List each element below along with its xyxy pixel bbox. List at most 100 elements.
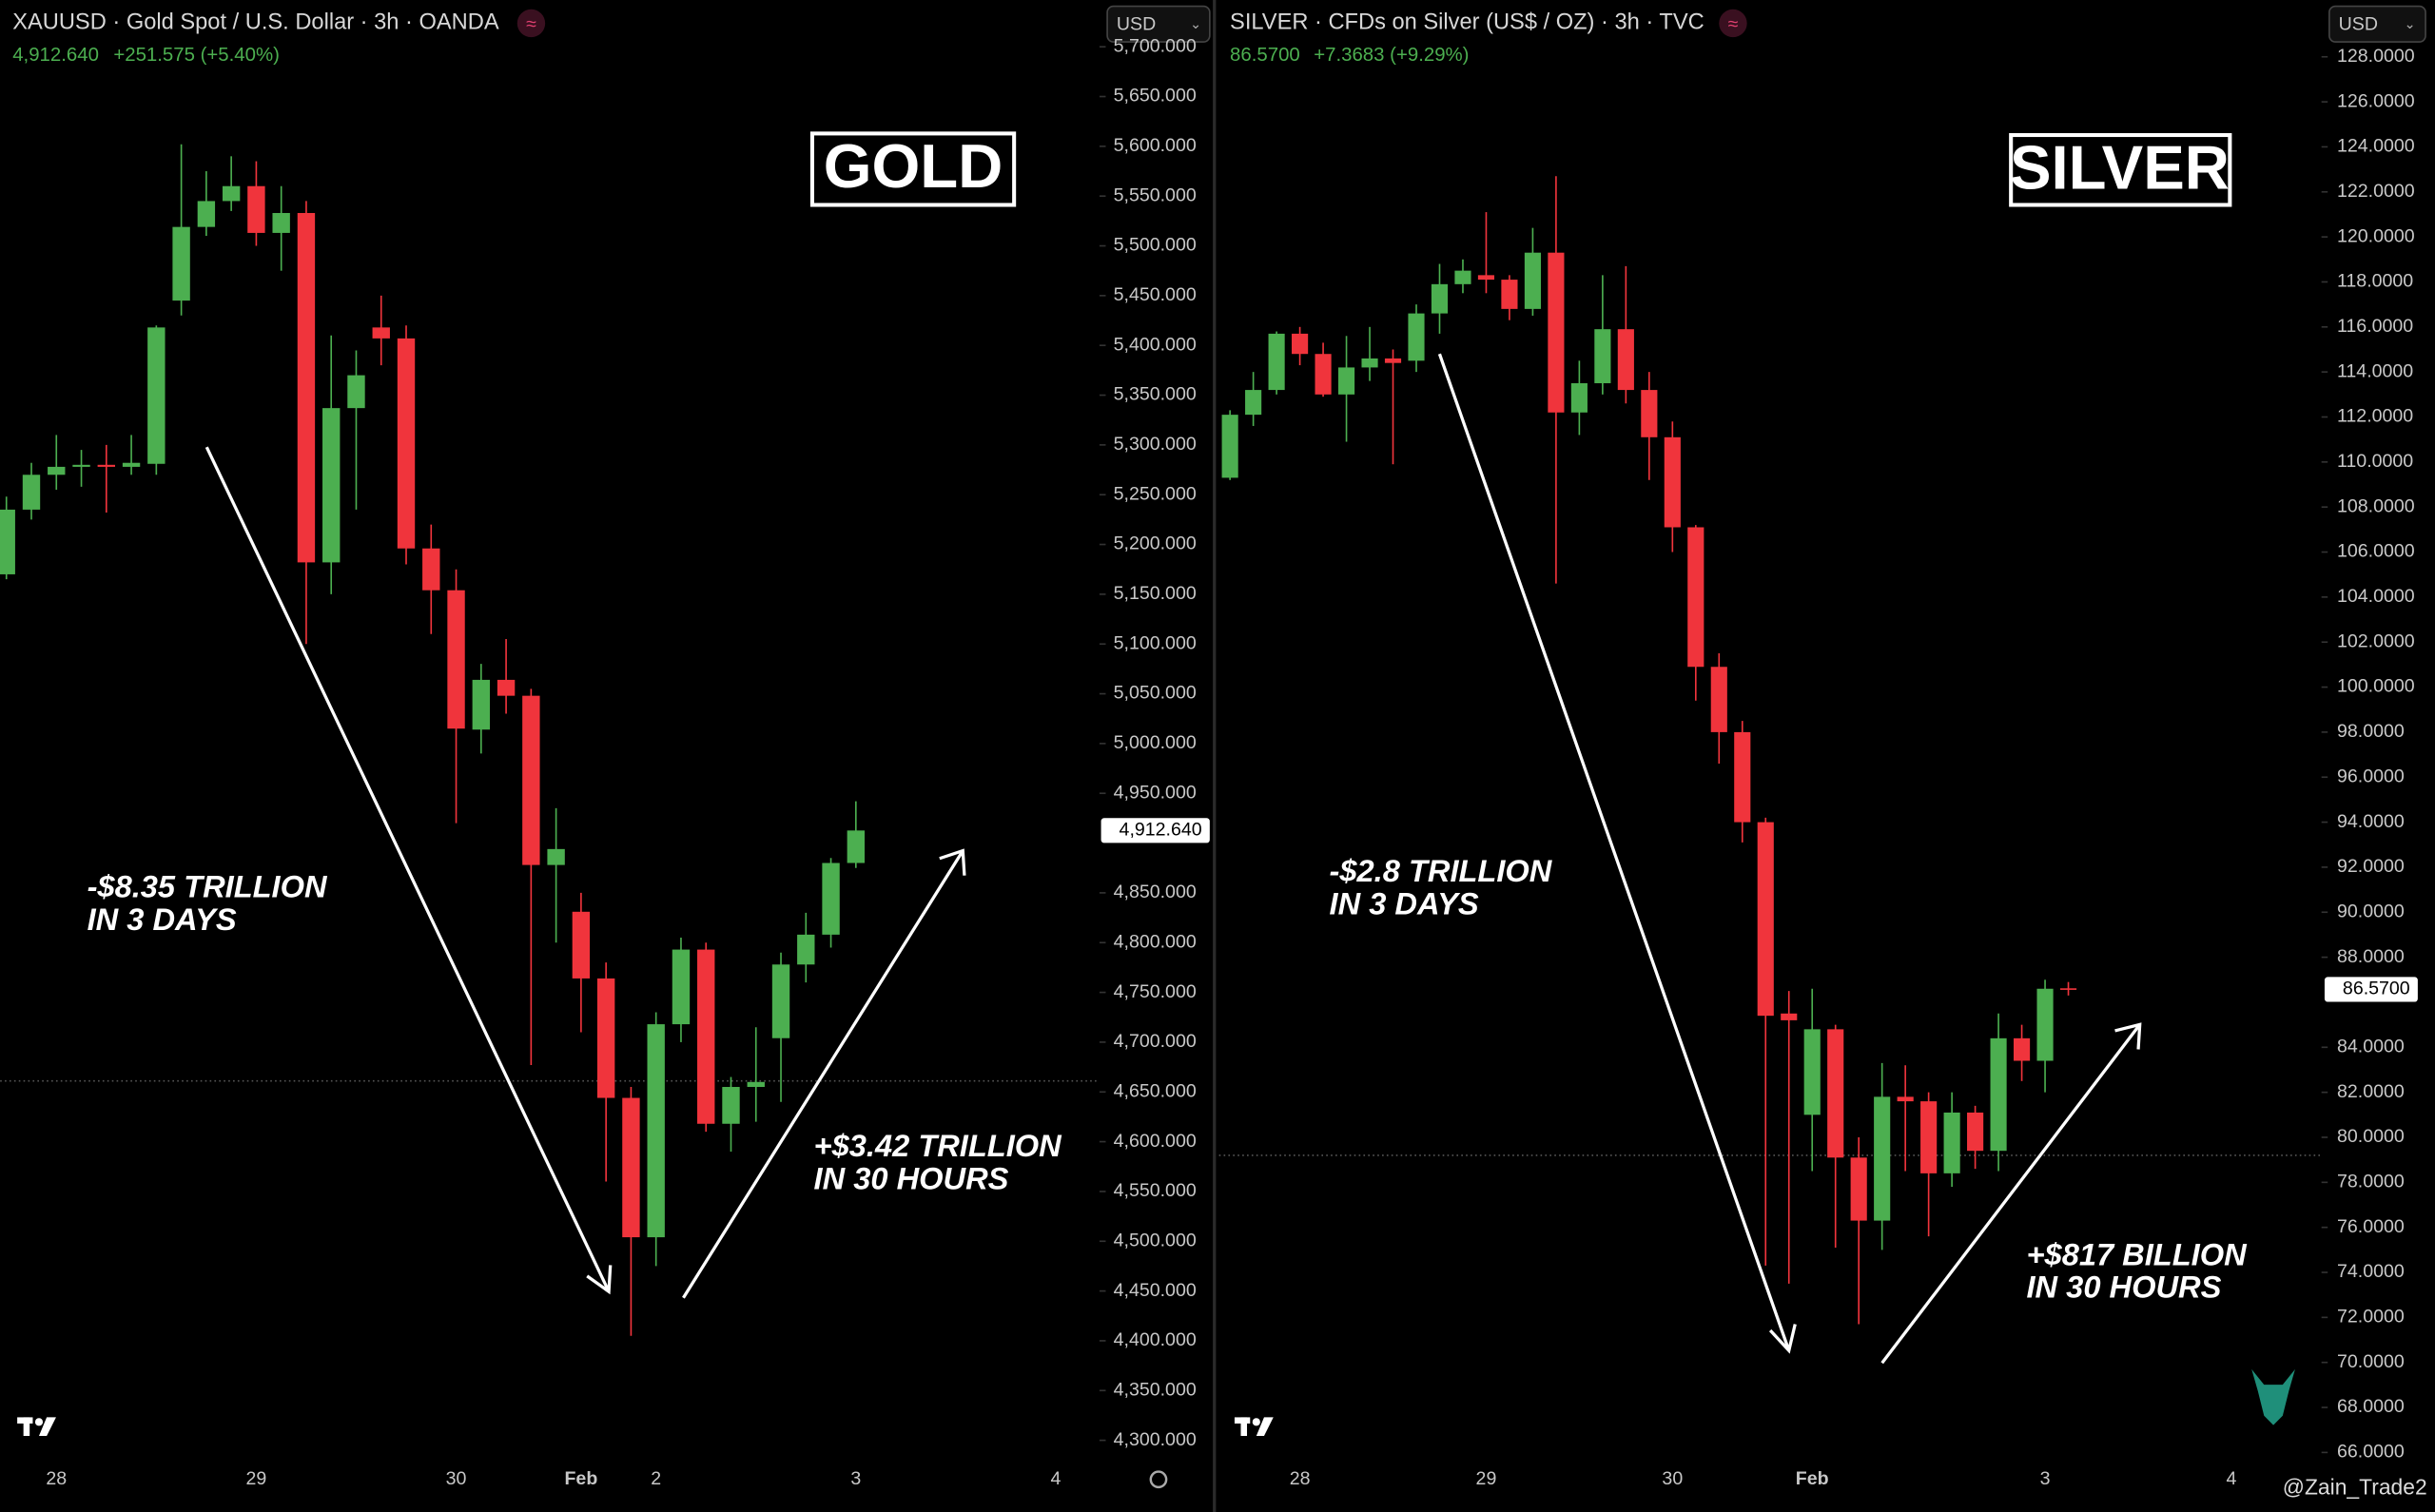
y-tick-label: 128.0000: [2337, 46, 2415, 67]
indicator-icon-glyph: ≈: [526, 13, 536, 34]
candle-body: [0, 509, 15, 574]
y-tick-label: 78.0000: [2337, 1172, 2405, 1192]
candle-body: [722, 1087, 740, 1124]
candle-body: [147, 327, 166, 464]
candle-body: [397, 338, 416, 549]
y-tick-label: 94.0000: [2337, 811, 2405, 832]
candle-body: [1943, 1112, 1960, 1173]
x-tick-label: 4: [2226, 1468, 2236, 1489]
x-tick-label: Feb: [1796, 1468, 1829, 1489]
y-tick-label: 5,650.000: [1114, 86, 1197, 107]
y-tick-label: 108.0000: [2337, 495, 2415, 516]
y-tick-label: 5,100.000: [1114, 632, 1197, 653]
x-tick-label: 29: [246, 1468, 267, 1489]
logo-part: [1256, 1417, 1274, 1437]
logo-part: [23, 1417, 30, 1437]
candle-body: [1315, 354, 1332, 395]
price-tag-label: 86.5700: [2343, 979, 2410, 999]
y-tick-label: 5,200.000: [1114, 533, 1197, 554]
last-price: 4,912.640: [12, 45, 99, 66]
candle-body: [1967, 1112, 1984, 1152]
x-tick-label: 28: [46, 1468, 67, 1489]
candle-body: [797, 934, 815, 965]
arrow-head: [939, 848, 966, 876]
candle-body: [22, 475, 41, 510]
candle-body: [72, 464, 90, 467]
y-tick-label: 120.0000: [2337, 225, 2415, 246]
y-tick-label: 4,500.000: [1114, 1230, 1197, 1250]
y-tick-label: 82.0000: [2337, 1081, 2405, 1102]
price-change: +7.3683 (+9.29%): [1314, 45, 1469, 66]
currency-select[interactable]: [2328, 5, 2426, 43]
y-tick-label: 4,850.000: [1114, 882, 1197, 902]
y-tick-label: 92.0000: [2337, 856, 2405, 877]
chart-title: SILVER · CFDs on Silver (US$ / OZ) · 3h …: [1230, 10, 1704, 35]
annotation: IN 30 HOURS: [2027, 1270, 2222, 1305]
y-tick-label: 5,400.000: [1114, 334, 1197, 355]
y-tick-label: 102.0000: [2337, 630, 2415, 651]
y-tick-label: 4,300.000: [1114, 1429, 1197, 1450]
annotation: +$3.42 TRILLION: [814, 1128, 1063, 1163]
settings-icon[interactable]: [1149, 1470, 1168, 1489]
candle-body: [572, 911, 591, 979]
candle-body: [1221, 415, 1238, 478]
candle-body: [1408, 313, 1425, 361]
y-tick-label: 114.0000: [2337, 360, 2413, 381]
y-tick-label: 122.0000: [2337, 181, 2415, 202]
candle-body: [347, 375, 365, 409]
arrow-up: [1880, 1023, 2141, 1365]
y-tick-label: 4,750.000: [1114, 981, 1197, 1002]
y-tick-label: 74.0000: [2337, 1261, 2405, 1282]
annotation: -$2.8 TRILLION: [1330, 853, 1553, 888]
candle-body: [1292, 333, 1309, 355]
candle-body: [1687, 527, 1704, 668]
bull-logo: [2251, 1368, 2295, 1425]
y-tick-label: 84.0000: [2337, 1036, 2405, 1056]
y-tick-label: 98.0000: [2337, 721, 2405, 742]
candle-body: [771, 964, 790, 1038]
currency-select[interactable]: [1106, 5, 1211, 43]
x-tick-label: 3: [2040, 1468, 2051, 1489]
label-box: [809, 131, 1017, 207]
y-tick-label: 88.0000: [2337, 946, 2405, 967]
candle-body: [172, 226, 190, 301]
logo-part: [1252, 1418, 1260, 1426]
arrows: [205, 446, 966, 1299]
candle-body: [1734, 731, 1751, 823]
x-tick-label: 30: [446, 1468, 467, 1489]
candle-body: [647, 1024, 665, 1238]
candle-body: [672, 949, 691, 1025]
candle-body: [1524, 252, 1541, 309]
candle-body: [1781, 1013, 1798, 1020]
candle-body: [1803, 1029, 1821, 1115]
candle-body: [1594, 329, 1611, 383]
annotation: IN 3 DAYS: [1330, 886, 1479, 921]
y-tick-label: 5,000.000: [1114, 732, 1197, 753]
candle-body: [1710, 667, 1727, 732]
candle-body: [272, 212, 290, 233]
arrow-up: [682, 849, 964, 1299]
arrow-head: [586, 1265, 613, 1295]
label-box: [2009, 132, 2232, 207]
y-tick-label: 4,700.000: [1114, 1031, 1197, 1052]
y-tick-label: 96.0000: [2337, 766, 2405, 786]
y-tick-label: 4,550.000: [1114, 1180, 1197, 1201]
y-tick-label: 116.0000: [2337, 316, 2413, 337]
indicator-icon[interactable]: [1719, 9, 1747, 38]
arrow-down: [1437, 353, 1791, 1351]
y-tick-label: 80.0000: [2337, 1126, 2405, 1147]
candle-body: [1501, 280, 1518, 309]
candle-body: [48, 466, 66, 475]
candle-body: [1477, 275, 1495, 281]
candle-body: [847, 830, 866, 863]
arrow-down: [205, 446, 611, 1292]
candle-body: [1431, 283, 1449, 314]
indicator-icon[interactable]: [516, 9, 546, 38]
plots: 4,300.000 4,350.000 4,400.000 4,450.000 4,50…: [0, 35, 2418, 1489]
y-tick-label: 4,650.000: [1114, 1080, 1197, 1101]
candle-body: [622, 1097, 640, 1238]
watermark: @Zain_Trade2: [2283, 1475, 2427, 1500]
y-tick-label: 5,250.000: [1114, 483, 1197, 504]
annotation: -$8.35 TRILLION: [88, 869, 328, 904]
